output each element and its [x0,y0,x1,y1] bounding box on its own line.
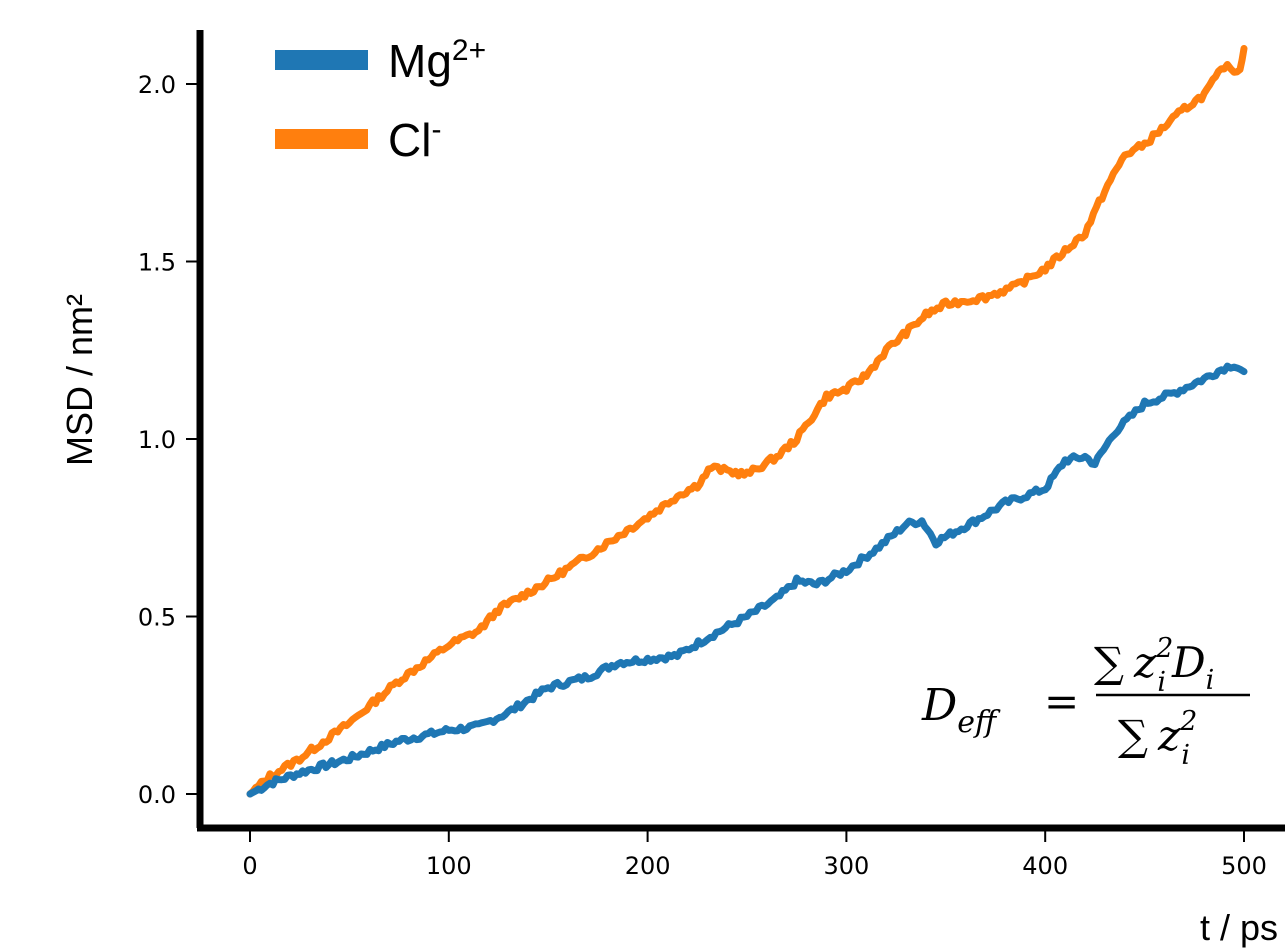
x-tick-label: 500 [1221,852,1267,880]
formula-den-sum: ∑ [1118,711,1148,760]
formula-num-d-sub: i [1206,665,1215,696]
formula-equals: = [1044,677,1079,726]
legend: Mg2+ Cl- [275,34,486,166]
formula-num-sum: ∑ [1094,638,1124,687]
svg-text:Deff: Deff [921,680,1001,740]
y-axis-label: MSD / nm² [59,294,100,466]
x-tick-label: 0 [242,852,257,880]
series-line-mg [246,362,1248,798]
y-tick-label: 1.0 [138,426,176,454]
formula-num-z-sub: i [1157,667,1166,698]
svg-text:∑z2i: ∑ z2 i [1118,706,1197,771]
legend-label-mg-sup: 2+ [452,34,486,67]
y-tick-label: 2.0 [138,71,176,99]
series-layer [246,45,1248,798]
x-axis-label: t / ps [1200,907,1278,948]
axis-ticks: 0 100 200 300 400 500 0.0 0.5 1.0 1.5 2.0 [138,71,1267,880]
legend-label-cl-sup: - [431,113,441,146]
formula-den-z: z [1157,711,1181,760]
x-tick-label: 300 [823,852,869,880]
series-line-cl [246,45,1248,798]
y-tick-label: 0.5 [138,604,176,632]
formula-num-z-sup: 2 [1155,633,1173,664]
x-tick-label: 400 [1022,852,1068,880]
x-tick-label: 200 [625,852,671,880]
formula-den-z-sub: i [1181,740,1190,771]
formula-num-z: z [1133,638,1157,687]
y-tick-label: 1.5 [138,249,176,277]
formula-annotation: Deff = ∑ z2 i Di ∑ z2 i [921,633,1250,771]
legend-label-mg: Mg2+ [388,34,486,87]
legend-label-cl-base: Cl [388,114,431,166]
formula-num-d: D [1171,638,1206,687]
formula-lhs-d: D [921,680,957,731]
legend-label-cl: Cl- [388,113,441,166]
y-tick-label: 0.0 [138,781,176,809]
x-tick-label: 100 [426,852,472,880]
legend-label-mg-base: Mg [388,35,452,87]
formula-den-z-sup: 2 [1179,706,1197,737]
formula-lhs-sub: eff [957,705,1001,740]
